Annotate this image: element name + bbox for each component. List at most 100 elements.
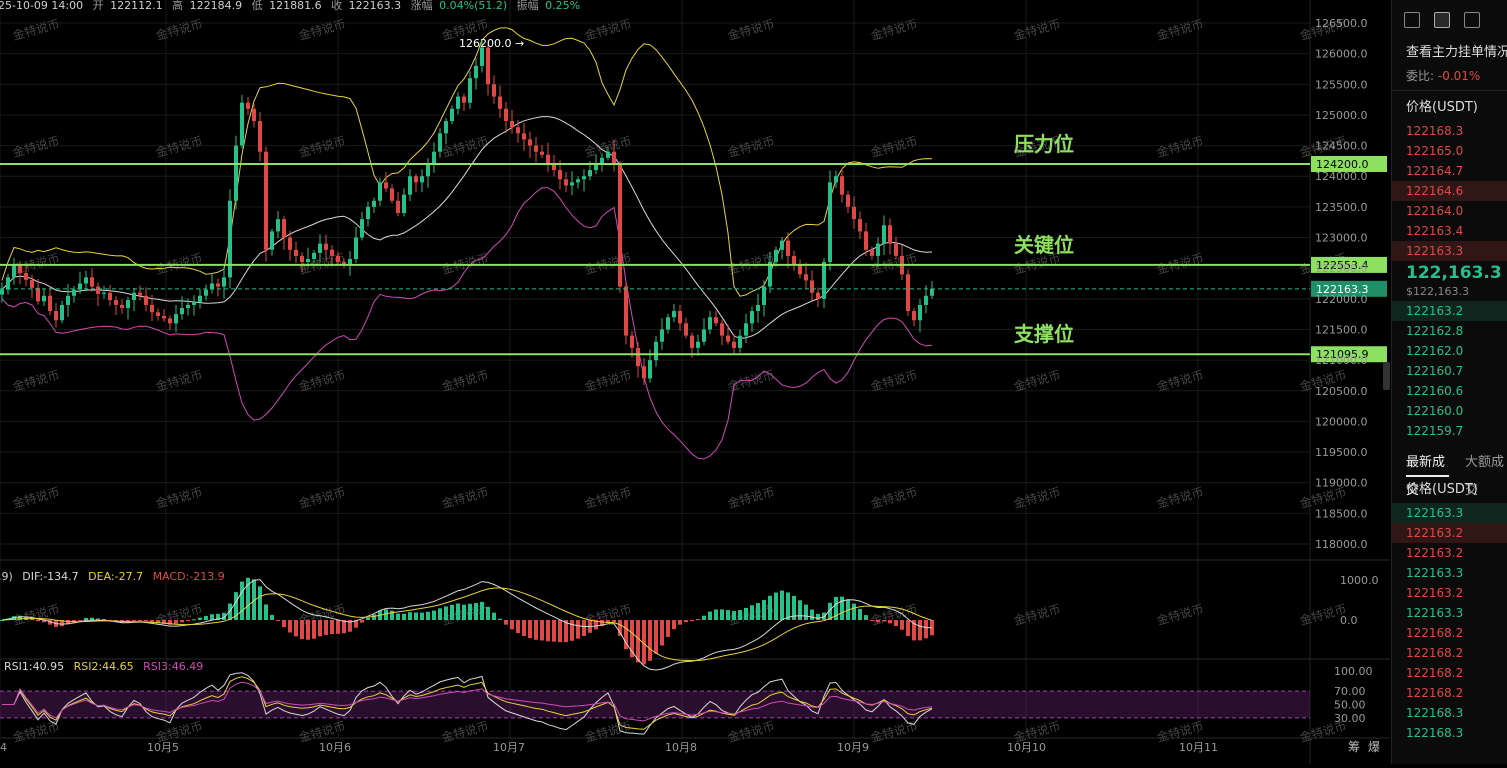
macd-bar — [828, 602, 832, 620]
bid-row[interactable]: 122160.7 — [1406, 364, 1464, 378]
dea-value: -27.7 — [115, 570, 143, 583]
trade-row[interactable]: 122163.3 — [1406, 566, 1464, 580]
macd-bar — [402, 613, 406, 620]
macd-bar — [258, 586, 262, 620]
boll-lower-line — [1, 187, 933, 460]
macd-bar — [612, 620, 616, 623]
bid-row[interactable]: 122162.0 — [1406, 344, 1464, 358]
trade-row[interactable]: 122168.2 — [1406, 646, 1464, 660]
axis-corner-b[interactable]: 爆 — [1368, 740, 1380, 754]
dea-label: DEA: — [88, 570, 114, 583]
watermark-text: 金特说币 — [726, 718, 776, 745]
candle-body — [696, 341, 700, 348]
chart-area[interactable]: 金特说币 金特说币 金特说币 金特说币 金特说币 金特说币 金特说币 金特说币 金特说币 金特说币… — [0, 0, 1390, 764]
macd-bar — [408, 612, 412, 620]
candlestick-chart[interactable]: 金特说币 金特说币 金特说币 金特说币 金特说币 金特说币 金特说币 金特说币 金特说币 金特说币… — [0, 0, 1390, 764]
price-tick-label: 121500.0 — [1315, 323, 1368, 336]
candle-body — [870, 249, 874, 256]
axis-corner-a[interactable]: 筹 — [1348, 740, 1360, 754]
candle-body — [816, 292, 820, 299]
ask-row[interactable]: 122164.6 — [1392, 181, 1507, 201]
candle-body — [342, 262, 346, 266]
trade-row[interactable]: 122168.2 — [1406, 626, 1464, 640]
macd-bar — [222, 612, 226, 620]
panel-collapse-handle[interactable] — [1383, 362, 1390, 390]
tab-latest-trades[interactable]: 最新成交 — [1406, 449, 1449, 498]
orderbook-both-icon[interactable] — [1404, 12, 1420, 28]
ask-row[interactable]: 122163.3 — [1392, 241, 1507, 261]
dif-value: -134.7 — [43, 570, 78, 583]
trade-row[interactable]: 122163.3 — [1392, 503, 1507, 523]
trade-row[interactable]: 122168.2 — [1406, 666, 1464, 680]
macd-bar — [468, 603, 472, 620]
macd-bar — [330, 620, 334, 635]
trade-row[interactable]: 122168.3 — [1406, 706, 1464, 720]
bid-row[interactable]: 122160.0 — [1406, 404, 1464, 418]
macd-bar — [462, 604, 466, 620]
candle-body — [744, 323, 748, 336]
candle-body — [192, 301, 196, 305]
ask-row[interactable]: 122165.0 — [1406, 144, 1464, 158]
candle-body — [444, 121, 448, 134]
ask-row[interactable]: 122164.7 — [1406, 164, 1464, 178]
watermark-text: 金特说币 — [583, 250, 633, 277]
bids-list: 122163.2 122162.8 122162.0 122160.7 122160.6… — [1392, 301, 1507, 441]
candle-body — [420, 176, 424, 183]
candle-body — [846, 194, 850, 207]
macd-bar — [870, 620, 874, 621]
rsi1-label: RSI1: — [4, 660, 33, 673]
candle-body — [222, 277, 226, 287]
bid-row[interactable]: 122162.8 — [1406, 324, 1464, 338]
macd-bar — [504, 620, 508, 625]
last-price-tag-text: 122163.3 — [1316, 283, 1369, 296]
bid-row[interactable]: 122160.6 — [1406, 384, 1464, 398]
trade-row[interactable]: 122163.2 — [1406, 586, 1464, 600]
trade-row[interactable]: 122163.2 — [1406, 546, 1464, 560]
boll-mid-line — [1, 116, 933, 339]
macd-bar — [204, 615, 208, 620]
level-tag-bg — [1311, 155, 1387, 172]
watermark-text: 金特说币 — [440, 484, 490, 511]
rsi3-value: 46.49 — [172, 660, 204, 673]
candle-body — [282, 219, 286, 238]
candle-body — [834, 176, 838, 183]
macd-bar — [396, 613, 400, 620]
tab-large-trades[interactable]: 大额成交 — [1465, 455, 1505, 498]
macd-bar — [780, 590, 784, 620]
bid-row[interactable]: 122159.7 — [1406, 424, 1464, 438]
price-tick-label: 121000.0 — [1315, 354, 1368, 367]
ask-row[interactable]: 122163.4 — [1406, 224, 1464, 238]
macd-bar — [696, 619, 700, 621]
price-tick-label: 120500.0 — [1315, 385, 1368, 398]
rsi-legend: RSI1:40.95 RSI2:44.65 RSI3:46.49 — [4, 660, 203, 673]
bid-row[interactable]: 122163.2 — [1392, 301, 1507, 321]
macd-bar — [882, 620, 886, 622]
orderbook-asks-icon[interactable] — [1434, 12, 1450, 28]
candle-body — [720, 323, 724, 336]
macd-bar — [66, 620, 70, 625]
macd-bar — [816, 613, 820, 620]
ratio-row: 委比: -0.01% — [1392, 66, 1507, 86]
macd-bar — [192, 619, 196, 621]
macd-bar — [720, 609, 724, 620]
orderbook-bids-icon[interactable] — [1464, 12, 1480, 28]
ask-row[interactable]: 122164.0 — [1406, 204, 1464, 218]
candle-body — [798, 265, 802, 275]
macd-bar — [90, 617, 94, 620]
macd-bar — [546, 620, 550, 642]
trade-row[interactable]: 122163.2 — [1392, 523, 1507, 543]
candle-body — [612, 151, 616, 164]
trade-row[interactable]: 122168.2 — [1406, 686, 1464, 700]
trade-row[interactable]: 122163.3 — [1406, 606, 1464, 620]
panel-title[interactable]: 查看主力挂单情况 — [1406, 45, 1507, 60]
watermark-text: 金特说币 — [726, 16, 776, 43]
candle-body — [360, 219, 364, 238]
candle-body — [546, 154, 550, 164]
candle-body — [912, 311, 916, 321]
candle-body — [252, 108, 256, 122]
macd-bar — [888, 620, 892, 624]
trade-row[interactable]: 122168.3 — [1406, 726, 1464, 740]
macd-bar — [804, 604, 808, 620]
ask-row[interactable]: 122168.3 — [1406, 124, 1464, 138]
candle-body — [780, 240, 784, 250]
